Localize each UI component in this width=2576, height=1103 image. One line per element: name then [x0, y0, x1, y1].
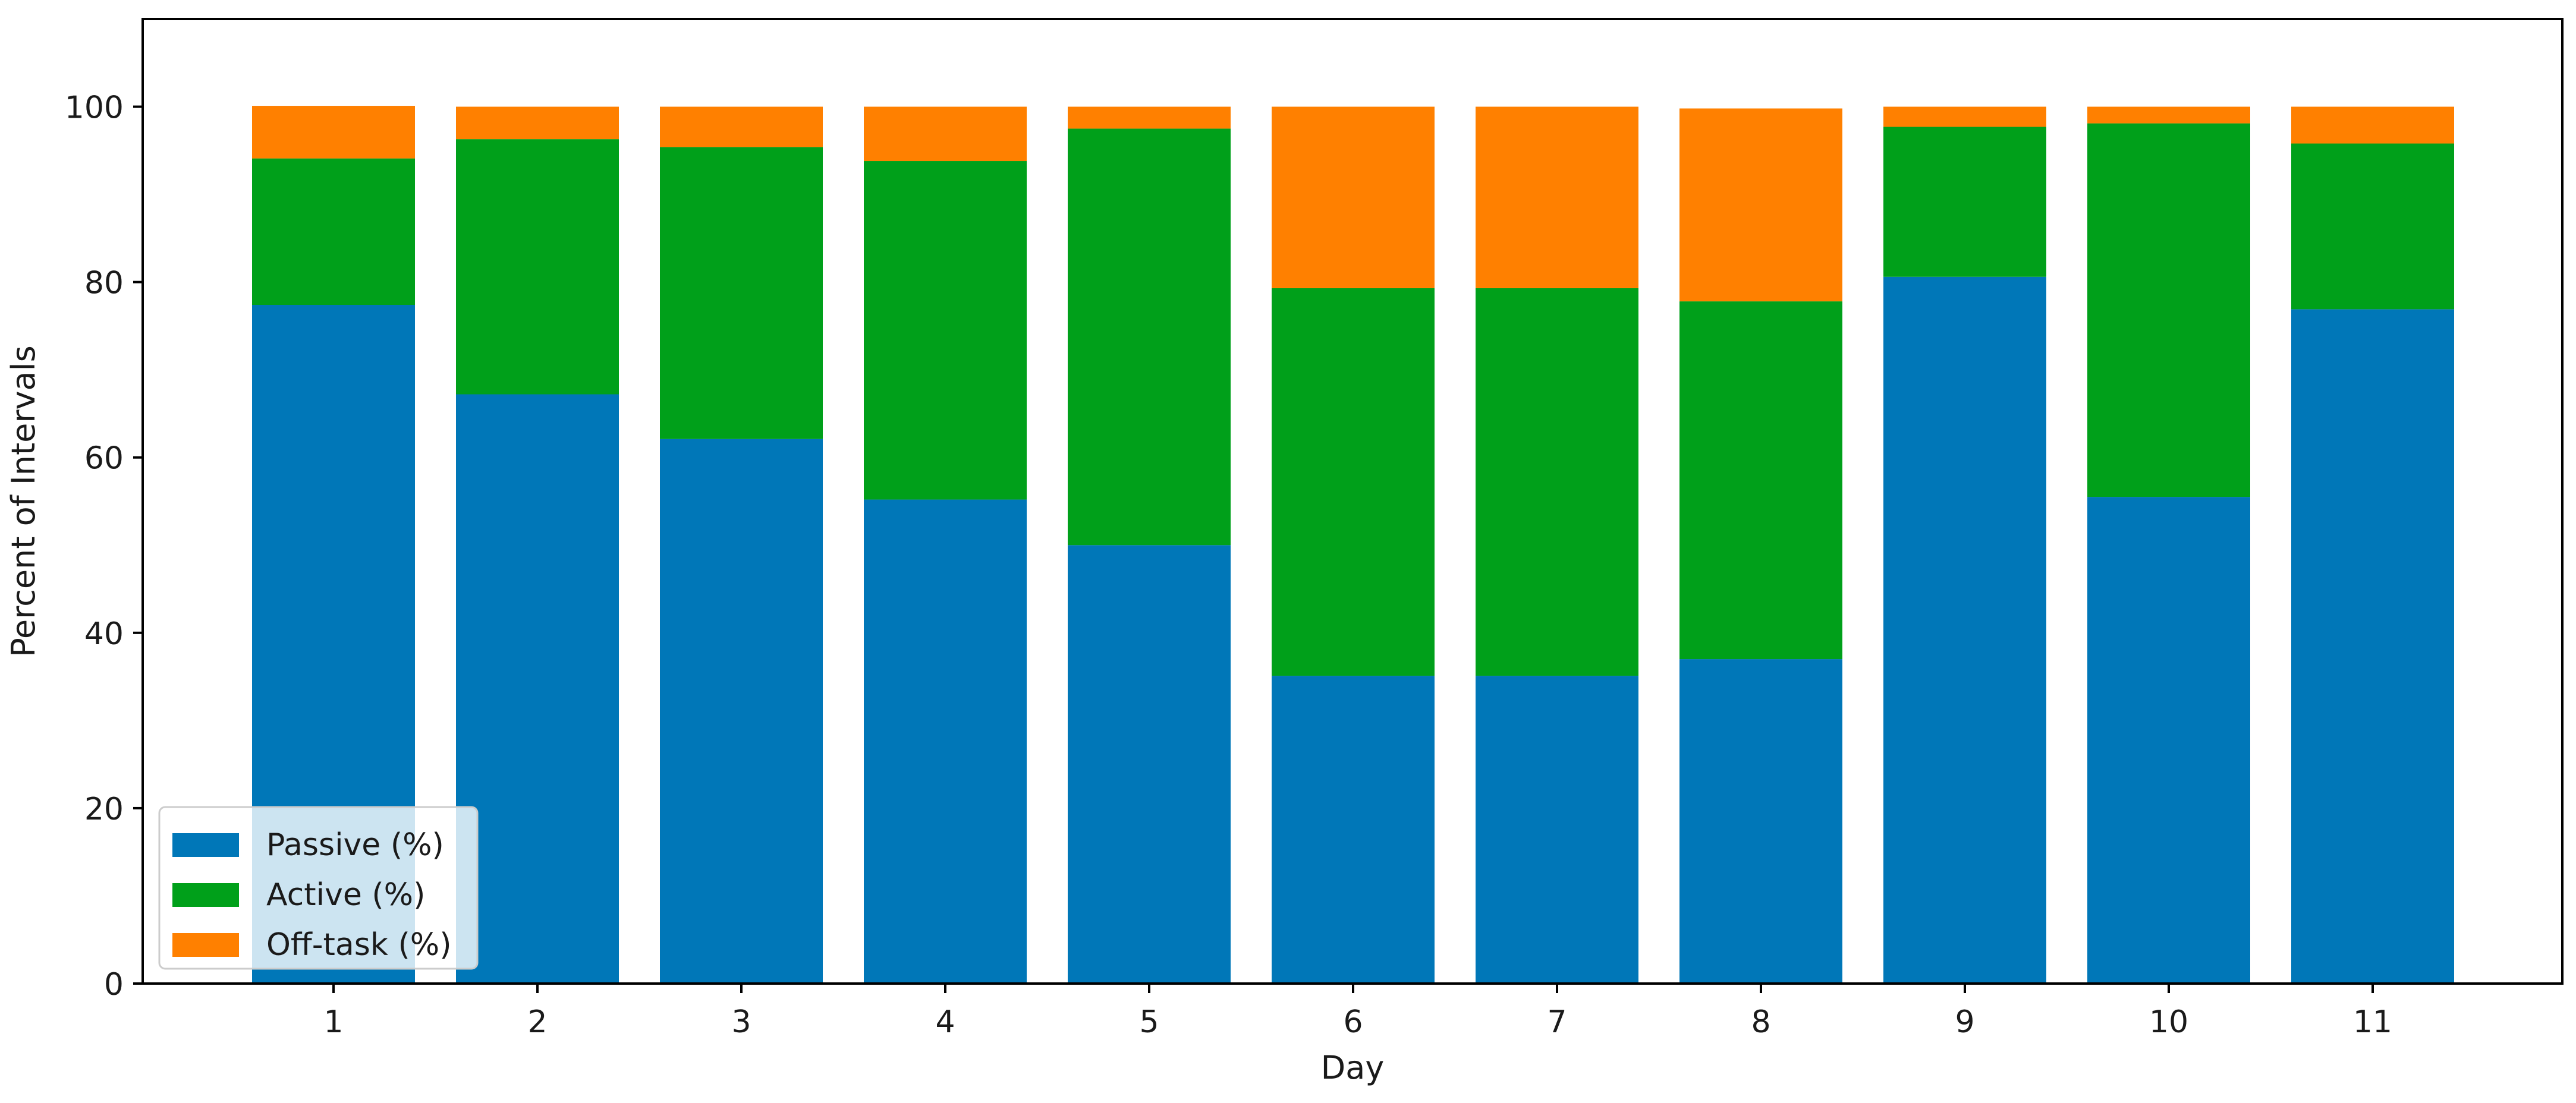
bars-layer [252, 106, 2454, 984]
bar-passive-day-8 [1679, 659, 1842, 984]
bar-passive-day-10 [2087, 497, 2250, 984]
y-tick-label: 80 [84, 266, 124, 301]
bar-active-day-9 [1883, 127, 2046, 277]
bar-active-day-3 [660, 147, 823, 439]
bar-passive-day-3 [660, 439, 823, 984]
bar-passive-day-5 [1068, 545, 1231, 984]
bar-off-task-day-3 [660, 106, 823, 147]
y-tick-label: 0 [104, 967, 124, 1003]
x-tick-label: 6 [1343, 1004, 1363, 1040]
bar-active-day-6 [1272, 288, 1435, 676]
bar-active-day-5 [1068, 128, 1231, 546]
bar-active-day-10 [2087, 123, 2250, 497]
y-tick-label: 100 [65, 90, 124, 126]
bar-passive-day-4 [864, 499, 1027, 984]
bar-off-task-day-2 [456, 106, 619, 140]
bar-passive-day-11 [2291, 309, 2454, 984]
x-axis-label: Day [1321, 1049, 1385, 1086]
legend-swatch-passive [172, 833, 239, 857]
x-tick-label: 5 [1139, 1004, 1159, 1040]
bar-off-task-day-1 [252, 106, 415, 159]
y-axis-label: Percent of Intervals [5, 345, 42, 657]
y-tick-label: 40 [84, 616, 124, 652]
bar-off-task-day-11 [2291, 106, 2454, 144]
bar-off-task-day-6 [1272, 106, 1435, 288]
axes-layer: 0 20 40 60 80 100 1 2 3 4 5 6 7 8 9 10 11 [65, 18, 2564, 1040]
bar-active-day-11 [2291, 143, 2454, 310]
x-tick-label: 10 [2149, 1004, 2188, 1040]
bar-active-day-1 [252, 158, 415, 305]
x-tick-label: 3 [731, 1004, 751, 1040]
legend-swatch-active [172, 883, 239, 907]
x-tick-label: 2 [527, 1004, 547, 1040]
bar-off-task-day-5 [1068, 106, 1231, 129]
x-tick-label: 11 [2353, 1004, 2392, 1040]
bar-off-task-day-10 [2087, 106, 2250, 124]
x-tick-label: 1 [323, 1004, 343, 1040]
y-tick-label: 20 [84, 792, 124, 827]
x-tick-label: 4 [935, 1004, 955, 1040]
x-tick-label: 7 [1547, 1004, 1567, 1040]
bar-passive-day-6 [1272, 676, 1435, 984]
legend-label-passive: Passive (%) [266, 827, 444, 863]
bar-off-task-day-7 [1476, 106, 1638, 288]
legend-label-active: Active (%) [266, 877, 425, 913]
bar-active-day-4 [864, 161, 1027, 500]
bar-active-day-2 [456, 139, 619, 395]
legend: Passive (%) Active (%) Off-task (%) [158, 806, 479, 970]
x-tick-label: 9 [1955, 1004, 1974, 1040]
legend-label-off-task: Off-task (%) [266, 927, 452, 963]
bar-active-day-7 [1476, 288, 1638, 676]
legend-swatch-off-task [172, 933, 239, 957]
bar-passive-day-2 [456, 394, 619, 984]
bar-active-day-8 [1679, 301, 1842, 660]
bar-off-task-day-4 [864, 106, 1027, 162]
bar-off-task-day-9 [1883, 106, 2046, 127]
y-tick-label: 60 [84, 441, 124, 477]
x-tick-label: 8 [1751, 1004, 1770, 1040]
bar-passive-day-9 [1883, 276, 2046, 984]
bar-off-task-day-8 [1679, 108, 1842, 302]
bar-passive-day-7 [1476, 676, 1638, 984]
